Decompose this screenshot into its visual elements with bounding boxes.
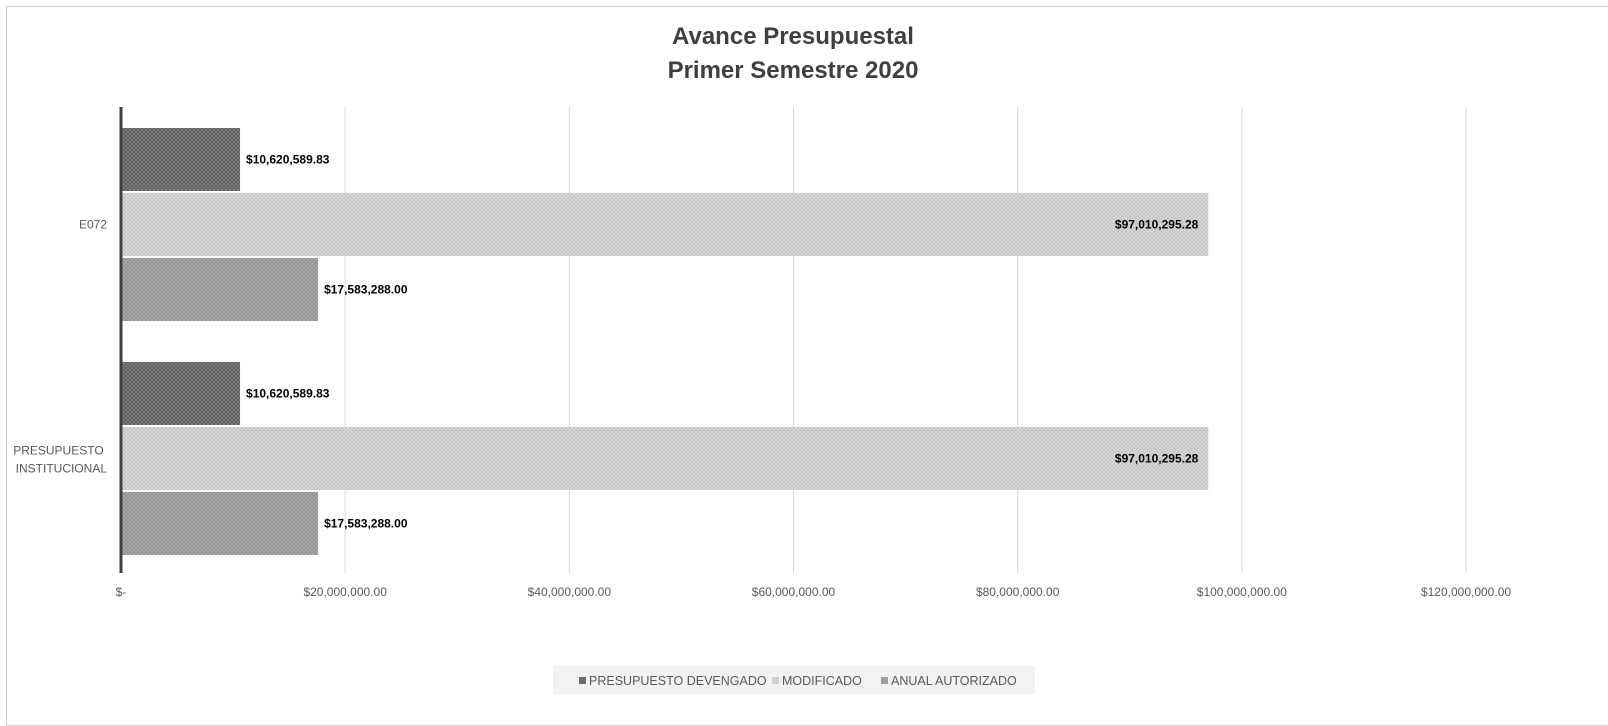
data-label: $97,010,295.28 [1115, 218, 1199, 232]
data-label: $97,010,295.28 [1115, 452, 1199, 466]
chart-title-line-1: Avance Presupuestal [672, 23, 914, 50]
x-tick-label: $100,000,000.00 [1197, 585, 1287, 599]
bar [121, 258, 319, 321]
x-tick-label: $120,000,000.00 [1421, 585, 1511, 599]
data-label: $17,583,288.00 [324, 283, 408, 297]
x-tick-label: $20,000,000.00 [303, 585, 387, 599]
chart-title-line-2: Primer Semestre 2020 [668, 57, 919, 84]
chart-frame: Avance Presupuestal Primer Semestre 2020… [6, 6, 1608, 726]
legend-swatch [579, 677, 586, 684]
bar [121, 128, 241, 191]
legend: PRESUPUESTO DEVENGADO MODIFICADO ANUAL AUT… [579, 674, 1017, 688]
x-tick-label: $80,000,000.00 [976, 585, 1060, 599]
data-label: $17,583,288.00 [324, 517, 408, 531]
legend-box [553, 666, 1035, 694]
legend-swatch [881, 677, 888, 684]
x-tick-label: $40,000,000.00 [528, 585, 612, 599]
category-label: PRESUPUESTO INSTITUCIONAL [13, 444, 107, 476]
category-label: E072 [79, 218, 107, 232]
x-tick-label: $60,000,000.00 [752, 585, 836, 599]
data-label: $10,620,589.83 [246, 387, 330, 401]
gridlines [344, 107, 1467, 573]
bar [121, 193, 1209, 256]
x-tick-label: $- [116, 585, 127, 599]
value-axis-ticks: $- $20,000,000.00 $40,000,000.00 $60,000,00… [116, 585, 1512, 599]
bars [121, 128, 1209, 555]
bar [121, 492, 319, 555]
bar [121, 362, 241, 425]
data-label: $10,620,589.83 [246, 153, 330, 167]
data-labels: $10,620,589.83 $97,010,295.28 $17,583,288.… [246, 153, 1199, 531]
legend-label: MODIFICADO [782, 674, 862, 688]
legend-swatch [772, 677, 779, 684]
bar [121, 427, 1209, 490]
category-labels: E072 PRESUPUESTO INSTITUCIONAL [13, 218, 107, 476]
legend-label: PRESUPUESTO DEVENGADO [589, 674, 767, 688]
chart-svg: Avance Presupuestal Primer Semestre 2020… [13, 23, 1512, 694]
legend-label: ANUAL AUTORIZADO [891, 674, 1017, 688]
